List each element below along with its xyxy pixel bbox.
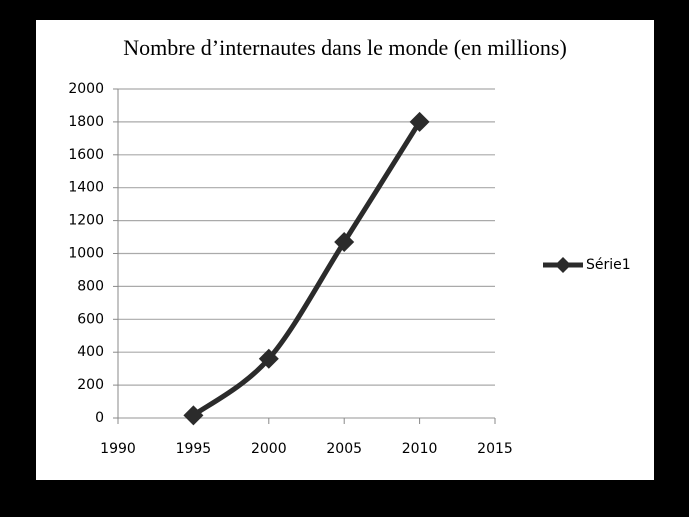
marker [334,231,355,252]
y-tick-label: 600 [77,311,104,327]
x-tick-label: 2005 [326,441,362,457]
legend-label: Série1 [586,257,631,273]
marker [183,405,204,426]
x-tick-label: 2010 [402,441,438,457]
y-tick-label: 1800 [68,114,104,130]
y-tick-label: 400 [77,344,104,360]
marker [258,348,279,369]
y-tick-label: 1400 [68,180,104,196]
x-tick-label: 1995 [176,441,212,457]
marker [409,111,430,132]
y-tick-label: 0 [95,410,104,426]
y-tick-label: 1600 [68,147,104,163]
x-tick-label: 1990 [100,441,136,457]
y-tick-label: 200 [77,377,104,393]
x-tick-label: 2015 [477,441,513,457]
series-line [190,119,423,418]
y-tick-label: 2000 [68,81,104,97]
y-tick-label: 1200 [68,213,104,229]
x-tick-label: 2000 [251,441,287,457]
chart-title: Nombre d’internautes dans le monde (en m… [123,35,567,60]
y-tick-label: 800 [77,278,104,294]
legend-marker [555,257,571,273]
y-tick-label: 1000 [68,246,104,262]
